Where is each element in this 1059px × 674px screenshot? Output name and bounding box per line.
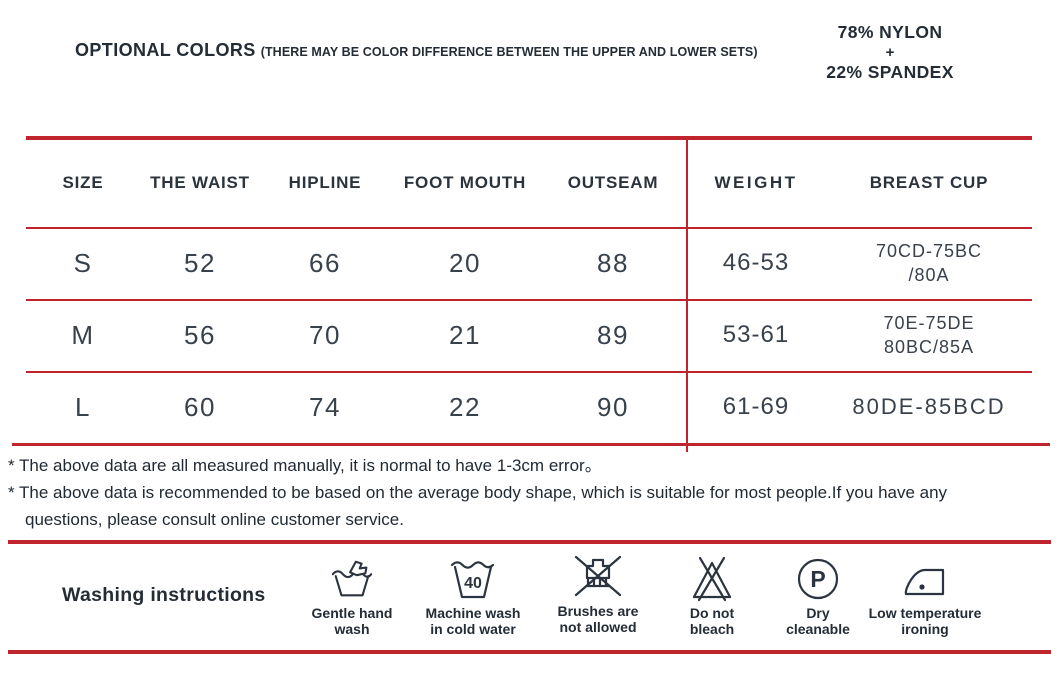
composition-nylon: 78% NYLON [837, 22, 943, 42]
composition-spandex: 22% SPANDEX [826, 62, 954, 82]
wash-item-dry-cleanable: P Dry cleanable [748, 556, 888, 637]
washing-instructions-label: Washing instructions [62, 584, 266, 606]
table-cell: 53-61 [722, 321, 790, 348]
table-vertical-divider [686, 136, 688, 452]
table-cell-size-l: L [75, 391, 91, 422]
table-cell: 20 [449, 247, 481, 278]
breast-cup-line: /80A [908, 265, 950, 285]
table-cell: 60 [184, 391, 216, 422]
table-cell-size-m: M [71, 319, 95, 350]
optional-colors-title: OPTIONAL COLORS [75, 40, 256, 60]
composition-plus: + [885, 44, 895, 61]
note-line-3: questions, please consult online custome… [25, 510, 404, 529]
table-cell: 90 [597, 391, 629, 422]
breast-cup-line: 80DE-85BCD [852, 394, 1006, 419]
table-cell: 74 [309, 391, 341, 422]
col-header-weight: WEIGHT [714, 172, 798, 192]
breast-cup-line: 80BC/85A [883, 337, 975, 357]
wash-item-label: ironing [901, 621, 949, 637]
table-cell: 61-69 [722, 393, 790, 420]
table-cell-breast-cup: 80DE-85BCD [826, 371, 1032, 443]
col-header-waist: THE WAIST [150, 172, 250, 192]
table-row-border-2 [26, 371, 1032, 373]
table-bottom-border [12, 443, 1050, 446]
wash-item-low-temp-ironing: Low temperature ironing [855, 556, 995, 637]
col-header-breast-cup: BREAST CUP [869, 172, 989, 192]
table-row-border-1 [26, 299, 1032, 301]
washing-top-border [8, 540, 1051, 544]
col-header-size: SIZE [62, 172, 104, 192]
table-cell-breast-cup: 70CD-75BC /80A [826, 227, 1032, 299]
table-cell-size-s: S [73, 247, 93, 278]
optional-colors-subtitle: (THERE MAY BE COLOR DIFFERENCE BETWEEN T… [260, 45, 758, 59]
fabric-composition: 78% NYLON + 22% SPANDEX [800, 21, 980, 84]
optional-colors-heading: OPTIONAL COLORS (THERE MAY BE COLOR DIFF… [75, 40, 758, 61]
table-cell: 46-53 [722, 249, 790, 276]
no-brush-icon [574, 556, 622, 597]
wash-item-label: Brushes are [557, 603, 639, 619]
note-line-2: * The above data is recommended to be ba… [8, 483, 948, 502]
wash-item-label: Dry [806, 605, 830, 621]
do-not-bleach-icon [692, 556, 732, 602]
table-cell: 66 [309, 247, 341, 278]
table-cell-breast-cup: 70E-75DE 80BC/85A [826, 299, 1032, 371]
wash-item-label: not allowed [559, 619, 637, 635]
measurement-notes: * The above data are all measured manual… [8, 452, 1008, 533]
hand-wash-icon [331, 560, 373, 597]
washing-bottom-border [8, 650, 1051, 654]
wash-item-gentle-hand-wash: Gentle hand wash [282, 556, 422, 637]
iron-low-icon [904, 568, 945, 596]
wash-item-label: wash [334, 621, 370, 637]
wash-item-label: bleach [689, 621, 735, 637]
table-cell: 52 [184, 247, 216, 278]
size-table: SIZE THE WAIST HIPLINE FOOT MOUTH OUTSEA… [26, 138, 1032, 443]
wash-item-machine-wash: 40 Machine wash in cold water [403, 556, 543, 637]
col-header-hipline: HIPLINE [288, 172, 362, 192]
table-cell: 89 [597, 319, 629, 350]
machine-wash-icon: 40 [450, 561, 495, 599]
wash-item-no-brush: Brushes are not allowed [528, 556, 668, 635]
dry-clean-letter: P [810, 566, 825, 592]
col-header-outseam: OUTSEAM [567, 172, 659, 192]
table-cell: 21 [449, 319, 481, 350]
wash-item-label: Low temperature [868, 605, 982, 621]
breast-cup-line: 70CD-75BC [875, 241, 983, 261]
wash-item-label: Gentle hand [311, 605, 393, 621]
table-cell: 22 [449, 391, 481, 422]
table-cell: 56 [184, 319, 216, 350]
table-top-border [26, 136, 1032, 140]
breast-cup-line: 70E-75DE [883, 313, 975, 333]
wash-item-label: in cold water [430, 621, 516, 637]
table-header-border [26, 227, 1032, 229]
wash-item-do-not-bleach: Do not bleach [642, 556, 782, 637]
wash-temp-value: 40 [464, 575, 482, 592]
table-cell: 88 [597, 247, 629, 278]
wash-item-label: Machine wash [425, 605, 521, 621]
wash-item-label: Do not [689, 605, 735, 621]
table-cell: 70 [309, 319, 341, 350]
col-header-foot-mouth: FOOT MOUTH [403, 172, 527, 192]
note-line-1: * The above data are all measured manual… [8, 456, 602, 475]
wash-item-label: cleanable [786, 621, 850, 637]
dry-clean-icon: P [797, 558, 839, 600]
